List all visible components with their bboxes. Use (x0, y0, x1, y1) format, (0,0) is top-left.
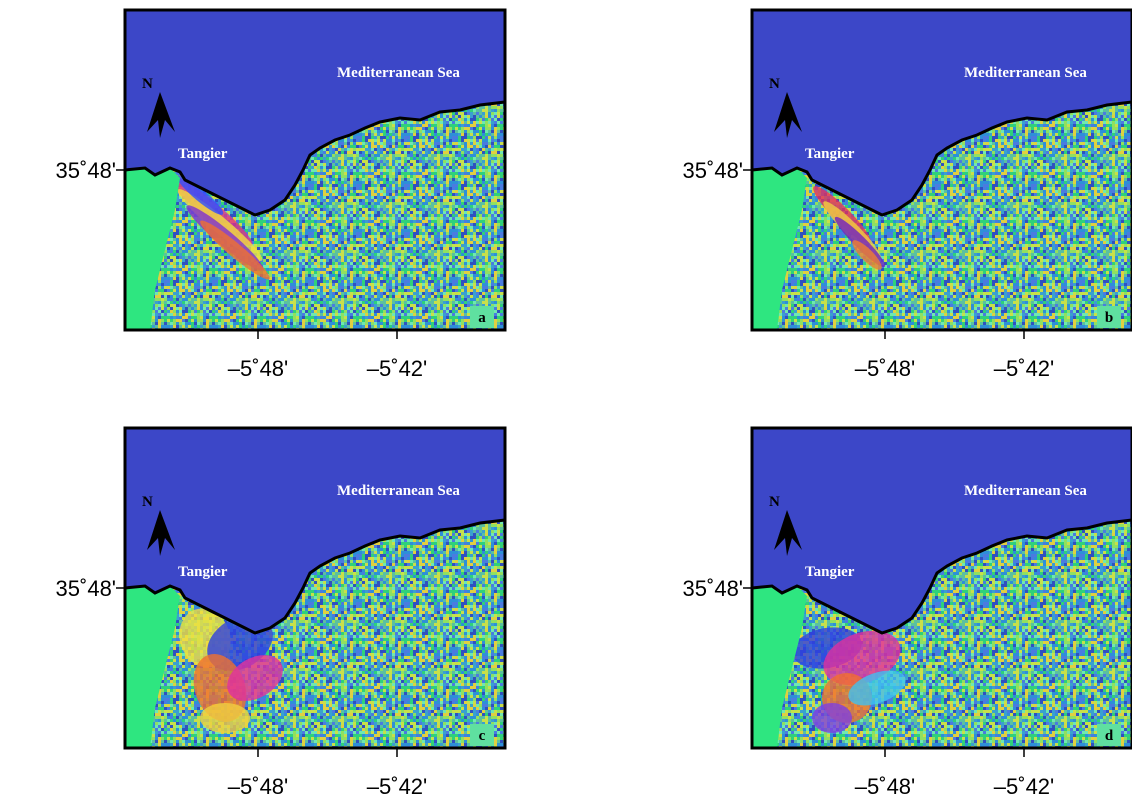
fringe (200, 220, 270, 280)
letter-box (1097, 306, 1121, 328)
lon-label: –5˚42' (994, 356, 1054, 381)
map-panel: Mediterranean Sea Tangier Nd 35˚48' –5˚48' –5… (683, 426, 1132, 796)
lat-label: 35˚48' (56, 158, 116, 183)
panel-letter: b (1105, 310, 1113, 326)
fringe (812, 703, 852, 733)
lon-label: –5˚42' (367, 356, 427, 381)
map-panel: Mediterranean Sea Tangier Na 35˚48' –5˚48' –5… (56, 8, 507, 381)
land (125, 102, 505, 330)
fringe (176, 175, 224, 215)
coastline (751, 518, 1132, 635)
north-arrow (774, 92, 802, 138)
fringe (227, 655, 283, 701)
letter-box (470, 306, 494, 328)
lat-label: 35˚48' (683, 158, 743, 183)
north-label: N (769, 494, 780, 510)
coastline (751, 100, 1132, 217)
lon-label: –5˚48' (855, 356, 915, 381)
lon-label: –5˚48' (228, 356, 288, 381)
city-label: Tangier (178, 146, 228, 162)
lon-label: –5˚48' (228, 774, 288, 796)
fringe (852, 240, 882, 270)
green-land (752, 586, 807, 748)
panel-letter: a (478, 310, 486, 326)
green-land (125, 168, 180, 330)
city-label: Tangier (178, 564, 228, 580)
land (752, 102, 1132, 330)
north-label: N (769, 76, 780, 92)
deformation (792, 627, 906, 733)
north-label: N (142, 494, 153, 510)
panel-letter: d (1105, 728, 1114, 744)
lon-label: –5˚42' (367, 774, 427, 796)
lon-label: –5˚48' (855, 774, 915, 796)
sea-label: Mediterranean Sea (964, 483, 1087, 499)
north-label: N (142, 76, 153, 92)
deformation (167, 173, 270, 280)
deformation (179, 608, 283, 733)
letter-box (1097, 724, 1121, 746)
fringe (848, 670, 906, 706)
north-arrow (147, 92, 175, 138)
deformation (813, 186, 886, 270)
city-label: Tangier (805, 564, 855, 580)
letter-box (470, 724, 494, 746)
city-label: Tangier (805, 146, 855, 162)
coastline (124, 518, 506, 635)
sea-label: Mediterranean Sea (964, 65, 1087, 81)
map-panel: Mediterranean Sea Tangier Nc 35˚48' –5˚48' –5… (56, 426, 507, 796)
green-land (125, 586, 180, 748)
lat-label: 35˚48' (56, 576, 116, 601)
sea-label: Mediterranean Sea (337, 65, 460, 81)
green-land (752, 168, 807, 330)
coastline (124, 100, 506, 217)
sea-label: Mediterranean Sea (337, 483, 460, 499)
map-panel: Mediterranean Sea Tangier Nb 35˚48' –5˚48' –5… (683, 8, 1132, 381)
panel-letter: c (479, 728, 486, 744)
lon-label: –5˚42' (994, 774, 1054, 796)
north-arrow (147, 510, 175, 556)
fringe (200, 703, 250, 733)
north-arrow (774, 510, 802, 556)
lat-label: 35˚48' (683, 576, 743, 601)
